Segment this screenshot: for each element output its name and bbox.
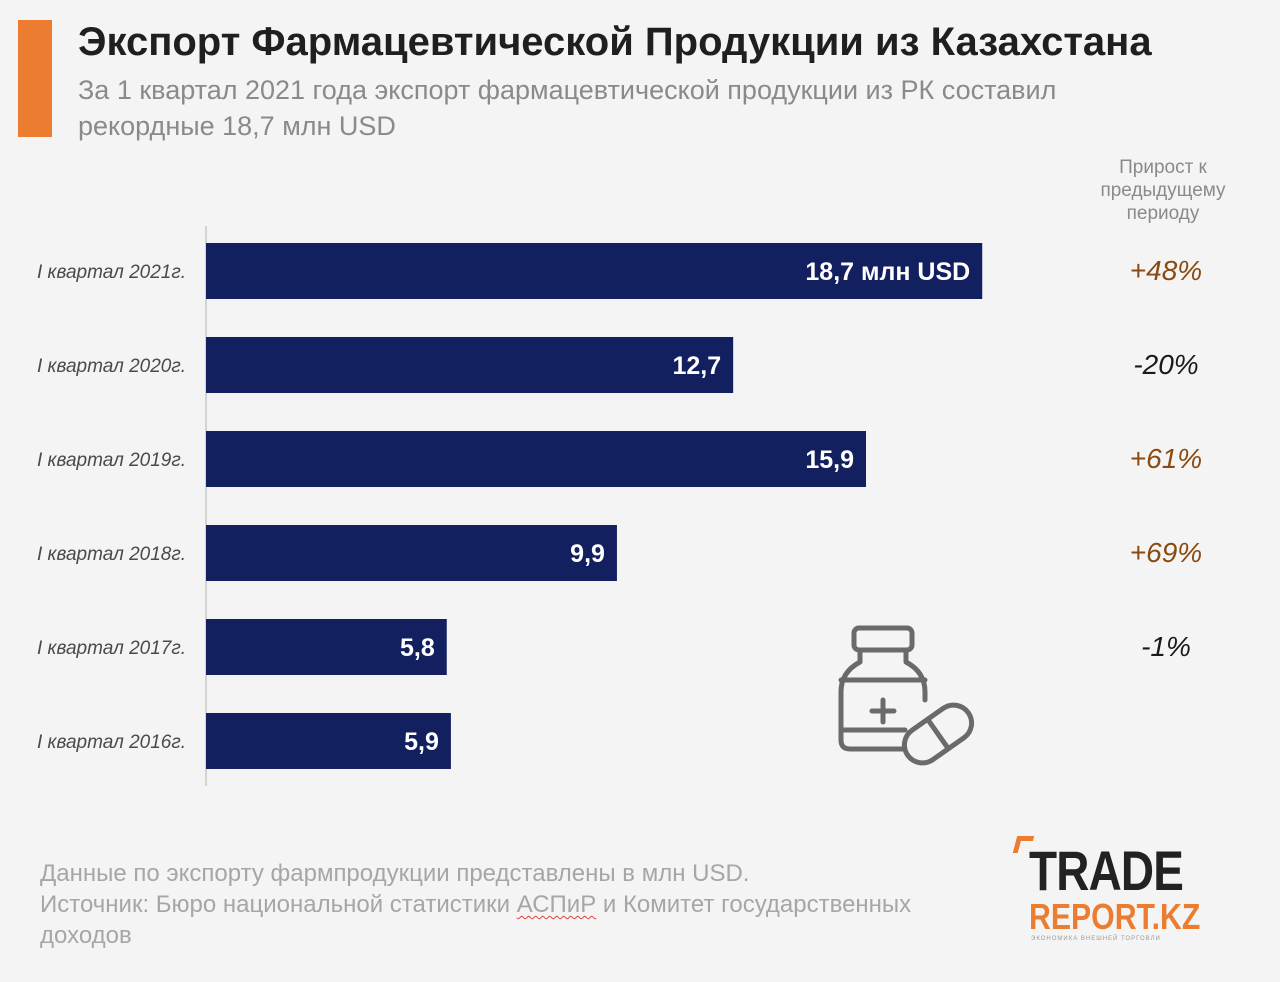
value-label: 12,7: [672, 352, 721, 380]
growth-header-line-1: Прирост к: [1119, 157, 1207, 178]
bar: [206, 713, 451, 769]
footnote-line-3: доходов: [40, 922, 132, 949]
value-label: 5,8: [400, 634, 435, 662]
category-label: I квартал 2021г.: [37, 262, 186, 283]
page-subtitle: За 1 квартал 2021 года экспорт фармацевт…: [78, 72, 1198, 144]
footnote-source-suffix: и Комитет государственных: [596, 891, 912, 918]
logo-report-text: REPORT.KZ: [1029, 896, 1201, 937]
pill-bottle-icon: [838, 625, 975, 766]
growth-label: +69%: [1130, 537, 1202, 568]
bar: [206, 525, 617, 581]
bar: [206, 337, 734, 393]
category-label: I квартал 2020г.: [37, 356, 186, 377]
category-label: I квартал 2019г.: [37, 450, 186, 471]
value-label: 9,9: [570, 540, 605, 568]
footnote-source-prefix: Источник: Бюро национальной статистики: [40, 891, 517, 918]
footnote-source-aspir: АСПиР: [516, 891, 597, 918]
footnote-line-2: Источник: Бюро национальной статистики А…: [40, 889, 1000, 920]
category-label: I квартал 2018г.: [37, 544, 186, 565]
subtitle-line-2: рекордные 18,7 млн USD: [78, 111, 396, 141]
value-label: 5,9: [404, 728, 439, 756]
footnote-line-1: Данные по экспорту фармпродукции предста…: [40, 860, 750, 887]
value-label: 15,9: [805, 446, 854, 474]
logo-trade-text: TRADE: [1029, 839, 1184, 902]
bar: [206, 243, 983, 299]
growth-header-line-2: предыдущему: [1100, 180, 1226, 201]
category-label: I квартал 2017г.: [37, 638, 186, 659]
growth-label: -1%: [1141, 631, 1191, 662]
tradereport-logo: TRADE REPORT.KZ ЭКОНОМИКА ВНЕШНЕЙ ТОРГОВ…: [1012, 836, 1215, 946]
subtitle-line-1: За 1 квартал 2021 года экспорт фармацевт…: [78, 75, 1057, 105]
page-title: Экспорт Фармацевтической Продукции из Ка…: [78, 20, 1152, 64]
growth-label: +61%: [1130, 443, 1202, 474]
footnote: Данные по экспорту фармпродукции предста…: [40, 858, 1000, 951]
category-label: I квартал 2016г.: [37, 732, 186, 753]
bar: [206, 619, 447, 675]
bar: [206, 431, 866, 487]
title-accent-bar: [18, 20, 52, 137]
growth-column-header: Прирост к предыдущему периоду: [1090, 156, 1236, 225]
growth-label: +48%: [1130, 255, 1202, 286]
growth-header-line-3: периоду: [1126, 203, 1200, 224]
growth-label: -20%: [1133, 349, 1198, 380]
value-label: 18,7 млн USD: [805, 258, 970, 286]
logo-tagline: ЭКОНОМИКА ВНЕШНЕЙ ТОРГОВЛИ: [1031, 936, 1161, 942]
